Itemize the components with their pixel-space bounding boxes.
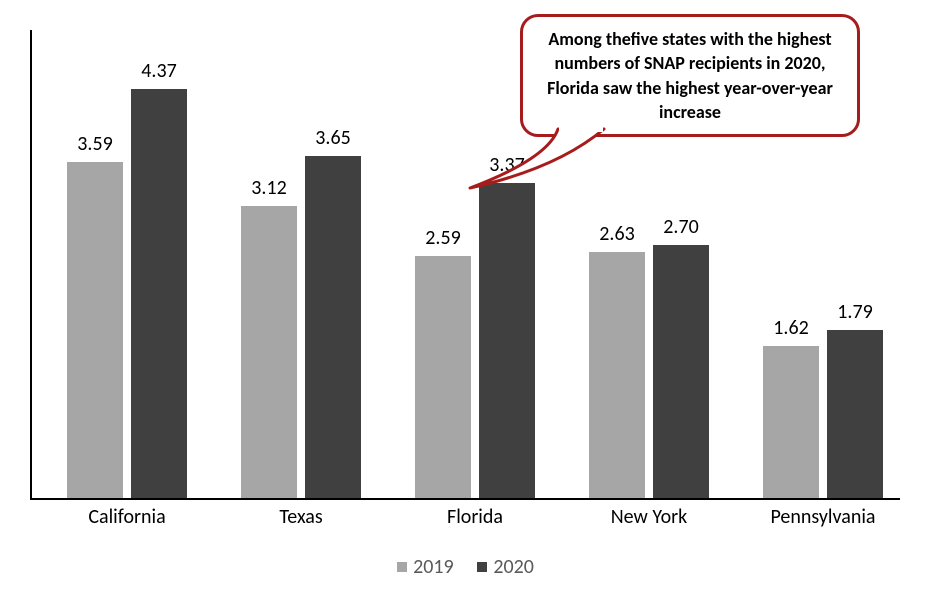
- bar-2019: [589, 252, 645, 498]
- x-axis: [30, 498, 900, 500]
- bar-2019: [67, 162, 123, 498]
- bar-value-label: 2.59: [415, 226, 471, 250]
- bar-value-label: 1.79: [827, 300, 883, 324]
- bar-2019: [415, 256, 471, 498]
- bar-2020: [131, 89, 187, 498]
- y-axis: [30, 30, 32, 500]
- bar-group: 3.59 4.37: [40, 30, 214, 498]
- bar-2020: [653, 245, 709, 498]
- bar-2020: [479, 183, 535, 498]
- callout-tail: [466, 114, 624, 204]
- bar-value-label: 2.70: [653, 215, 709, 239]
- legend-swatch-2020: [477, 562, 487, 572]
- category-label: Florida: [388, 505, 562, 529]
- bar-value-label: 3.65: [305, 126, 361, 150]
- callout-text: Among thefive states with the highest nu…: [547, 28, 833, 123]
- legend-label-2019: 2019: [413, 555, 454, 579]
- bar-value-label: 4.37: [131, 59, 187, 83]
- bar-value-label: 3.12: [241, 176, 297, 200]
- bar-2020: [305, 156, 361, 498]
- bar-value-label: 1.62: [763, 316, 819, 340]
- category-label: New York: [562, 505, 736, 529]
- legend-label-2020: 2020: [493, 555, 534, 579]
- legend-swatch-2019: [397, 562, 407, 572]
- category-label: Pennsylvania: [736, 505, 910, 529]
- bar-value-label: 2.63: [589, 222, 645, 246]
- bar-2019: [241, 206, 297, 498]
- bar-value-label: 3.59: [67, 132, 123, 156]
- category-label: Texas: [214, 505, 388, 529]
- bar-2020: [827, 330, 883, 498]
- legend-item-2020: 2020: [477, 555, 534, 579]
- legend-item-2019: 2019: [397, 555, 454, 579]
- bar-group: 3.12 3.65: [214, 30, 388, 498]
- bar-2019: [763, 346, 819, 498]
- category-label: California: [40, 505, 214, 529]
- legend: 2019 2020: [0, 555, 931, 579]
